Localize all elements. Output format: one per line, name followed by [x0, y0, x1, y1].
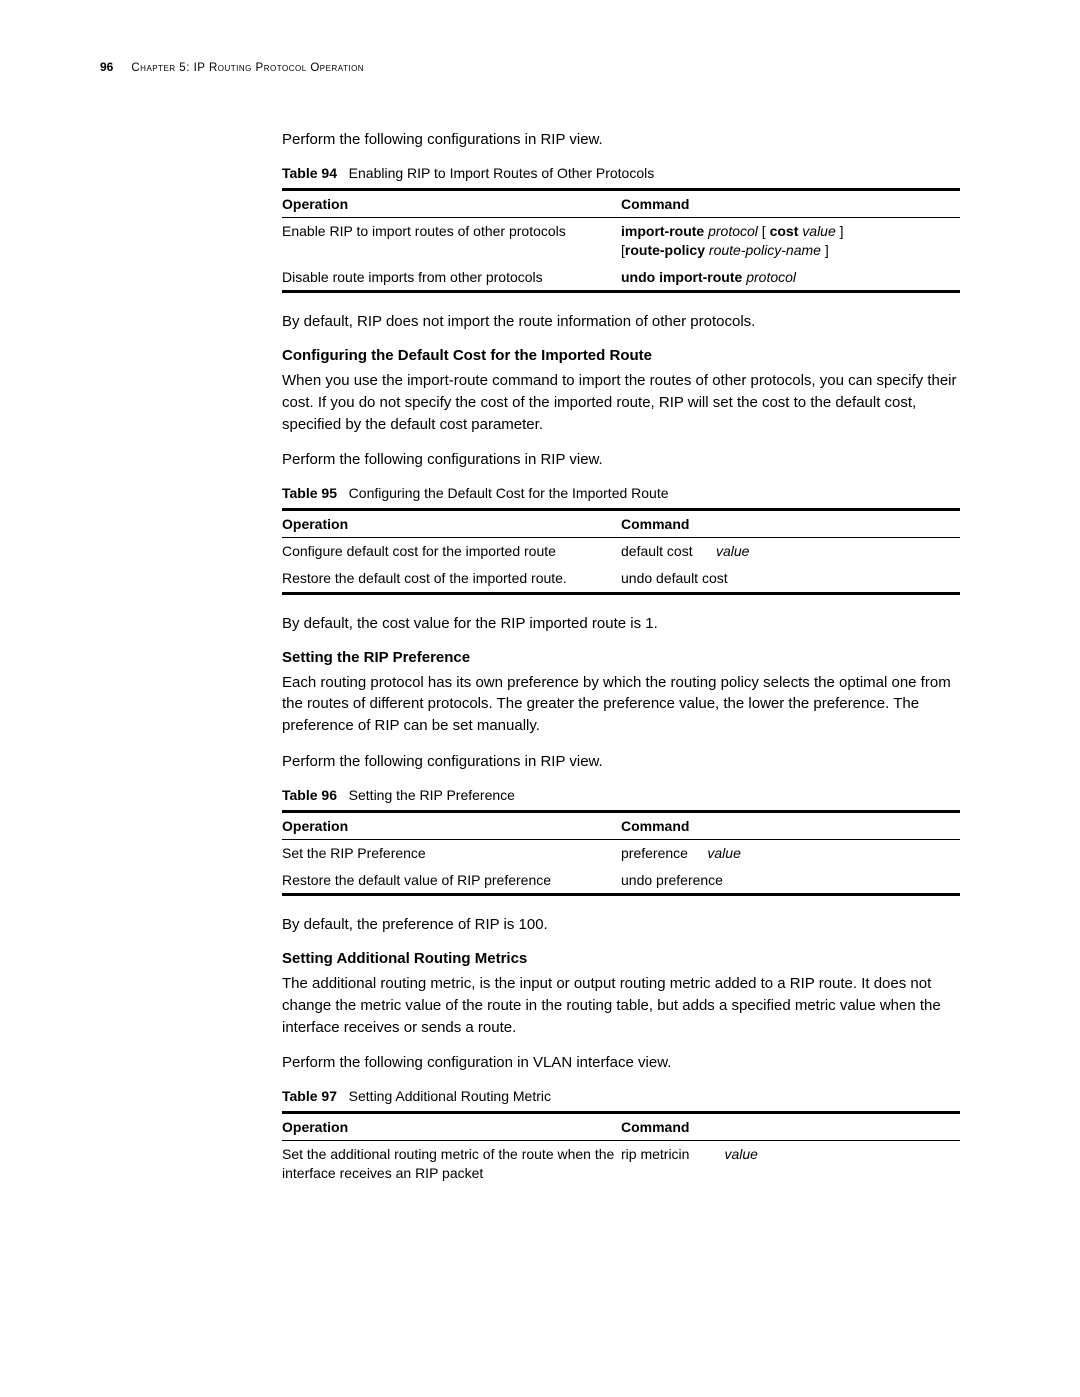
- table-cell: Restore the default cost of the imported…: [282, 565, 621, 593]
- table-title: Configuring the Default Cost for the Imp…: [349, 485, 669, 501]
- table-cell: Set the RIP Preference: [282, 839, 621, 866]
- table-title: Setting Additional Routing Metric: [349, 1088, 551, 1104]
- page-header: 96 Chapter 5: IP Routing Protocol Operat…: [100, 60, 960, 74]
- page-container: 96 Chapter 5: IP Routing Protocol Operat…: [0, 0, 1080, 1265]
- table-cell: Restore the default value of RIP prefere…: [282, 867, 621, 895]
- body-text: Perform the following configurations in …: [282, 449, 960, 471]
- table-row: Configure default cost for the imported …: [282, 538, 960, 565]
- section-heading: Setting the RIP Preference: [282, 649, 960, 666]
- table-title: Enabling RIP to Import Routes of Other P…: [349, 165, 655, 181]
- body-text: The additional routing metric, is the in…: [282, 973, 960, 1038]
- table-94: Operation Command Enable RIP to import r…: [282, 188, 960, 294]
- table-cell: import-route protocol [ cost value ] [ro…: [621, 217, 960, 263]
- table-caption: Table 96 Setting the RIP Preference: [282, 787, 960, 803]
- body-text: Perform the following configurations in …: [282, 129, 960, 151]
- table-cell: preference value: [621, 839, 960, 866]
- table-header: Command: [621, 811, 960, 839]
- table-cell: undo import-route protocol: [621, 264, 960, 292]
- body-text: By default, RIP does not import the rout…: [282, 311, 960, 333]
- table-cell: Set the additional routing metric of the…: [282, 1141, 621, 1187]
- table-header: Command: [621, 189, 960, 217]
- table-97: Operation Command Set the additional rou…: [282, 1111, 960, 1187]
- table-cell: Configure default cost for the imported …: [282, 538, 621, 565]
- section-heading: Configuring the Default Cost for the Imp…: [282, 347, 960, 364]
- table-95: Operation Command Configure default cost…: [282, 508, 960, 595]
- body-text: When you use the import-route command to…: [282, 370, 960, 435]
- table-header: Operation: [282, 811, 621, 839]
- table-header: Command: [621, 510, 960, 538]
- table-cell: Enable RIP to import routes of other pro…: [282, 217, 621, 263]
- table-cell: Disable route imports from other protoco…: [282, 264, 621, 292]
- table-caption: Table 95 Configuring the Default Cost fo…: [282, 485, 960, 501]
- table-header: Operation: [282, 1113, 621, 1141]
- table-row: Restore the default value of RIP prefere…: [282, 867, 960, 895]
- table-caption: Table 97 Setting Additional Routing Metr…: [282, 1088, 960, 1104]
- table-cell: default cost value: [621, 538, 960, 565]
- table-row: Restore the default cost of the imported…: [282, 565, 960, 593]
- table-title: Setting the RIP Preference: [349, 787, 515, 803]
- table-row: Set the additional routing metric of the…: [282, 1141, 960, 1187]
- body-text: By default, the preference of RIP is 100…: [282, 914, 960, 936]
- body-text: Perform the following configurations in …: [282, 751, 960, 773]
- table-cell: undo default cost: [621, 565, 960, 593]
- table-cell: undo preference: [621, 867, 960, 895]
- table-number: Table 96: [282, 787, 337, 803]
- table-cell: rip metricin value: [621, 1141, 960, 1187]
- table-row: Enable RIP to import routes of other pro…: [282, 217, 960, 263]
- table-header: Operation: [282, 510, 621, 538]
- chapter-label: Chapter 5: IP Routing Protocol Operation: [131, 62, 364, 74]
- body-text: Perform the following configuration in V…: [282, 1052, 960, 1074]
- page-number: 96: [100, 60, 113, 74]
- section-heading: Setting Additional Routing Metrics: [282, 950, 960, 967]
- table-96: Operation Command Set the RIP Preference…: [282, 810, 960, 897]
- content-area: Perform the following configurations in …: [282, 129, 960, 1187]
- table-header: Command: [621, 1113, 960, 1141]
- table-number: Table 95: [282, 485, 337, 501]
- table-number: Table 97: [282, 1088, 337, 1104]
- body-text: By default, the cost value for the RIP i…: [282, 613, 960, 635]
- table-row: Set the RIP Preference preference value: [282, 839, 960, 866]
- table-number: Table 94: [282, 165, 337, 181]
- body-text: Each routing protocol has its own prefer…: [282, 672, 960, 737]
- table-header: Operation: [282, 189, 621, 217]
- table-row: Disable route imports from other protoco…: [282, 264, 960, 292]
- table-caption: Table 94 Enabling RIP to Import Routes o…: [282, 165, 960, 181]
